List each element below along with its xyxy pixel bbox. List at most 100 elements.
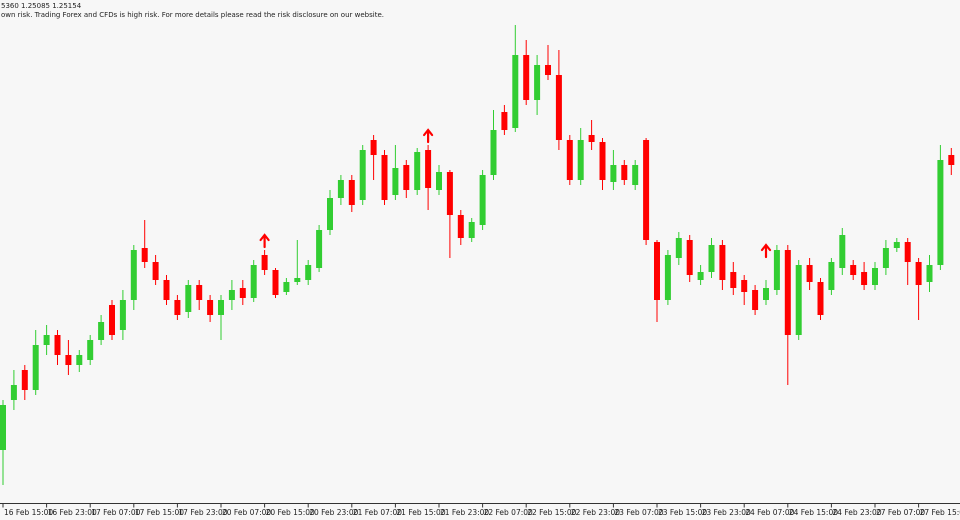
time-label: 16 Feb 23:00 [48,508,97,517]
candle-body [381,155,388,200]
candle-body [926,265,933,282]
time-label: 17 Feb 23:00 [178,508,227,517]
signal-arrow [760,243,772,259]
time-label: 21 Feb 15:00 [396,508,445,517]
candle-body [828,262,835,290]
candle-body [76,355,83,365]
candle-body [566,140,573,180]
candle-body [501,112,508,130]
candle-body [893,242,900,248]
candle-body [348,180,355,205]
candle-body [305,265,312,280]
candle-body [425,150,432,188]
candle-body [152,262,159,280]
candle-body [708,245,715,272]
candle-body [817,282,824,315]
time-label: 21 Feb 23:00 [440,508,489,517]
time-label: 24 Feb 23:00 [832,508,881,517]
candle-body [207,300,214,315]
time-label: 24 Feb 15:00 [789,508,838,517]
candle-body [610,165,617,182]
candle-body [686,240,693,275]
candle-body [534,65,541,100]
candle-body [43,335,50,345]
candle-body [65,355,72,365]
candle-body [457,215,464,238]
candle-body [196,285,203,300]
candle-body [555,75,562,140]
candle-body [697,272,704,280]
candle-body [392,168,399,195]
candle-body [250,265,257,298]
candle-body [948,155,955,165]
candle-body [861,272,868,285]
candle-body [523,55,530,100]
candle-body [719,245,726,280]
candle-body [130,250,137,300]
candle-body [937,160,944,265]
time-label: 23 Feb 23:00 [702,508,751,517]
candle-body [545,65,551,75]
candle-body [163,280,170,300]
candle-body [10,385,17,400]
time-label: 17 Feb 07:00 [91,508,140,517]
candle-body [370,140,377,155]
price-info: 5360 1.25085 1.25154 [1,2,82,10]
candle-body [185,285,192,312]
candle-body [109,305,115,335]
candle-body [730,272,737,288]
candle-body [21,370,28,390]
candle-body [327,198,333,230]
time-label: 27 Feb 07:00 [876,508,925,517]
candle-body [632,165,639,185]
candle-body [773,250,780,290]
candle-body [577,140,584,180]
candle-body [664,255,671,300]
candle-body [174,300,181,315]
candle-body [54,335,61,355]
candle-body [643,140,650,240]
candle-body [915,262,922,285]
candle-body [675,238,682,258]
candle-body [414,152,421,190]
candle-body [446,172,453,215]
candle-body [512,55,519,128]
candle-body [490,130,497,175]
candle-body [479,175,486,225]
candle-body [261,255,268,270]
time-label: 20 Feb 07:00 [222,508,271,517]
candle-body [839,235,846,268]
candle-body [403,165,410,190]
candle-body [239,288,246,298]
candle-body [436,172,442,190]
candle-body [795,265,802,335]
candle-body [741,280,748,292]
candle-body [119,300,126,330]
candle-body [316,230,323,268]
time-label: 16 Feb 15:00 [4,508,53,517]
time-label: 22 Feb 23:00 [571,508,620,517]
risk-disclaimer: own risk. Trading Forex and CFDs is high… [1,11,384,19]
candle-body [882,248,889,268]
candle-body [87,340,94,360]
candle-body [228,290,235,300]
time-label: 21 Feb 07:00 [353,508,402,517]
time-label: 24 Feb 07:00 [745,508,794,517]
time-label: 20 Feb 15:00 [266,508,315,517]
signal-arrow [259,233,270,249]
candle-body [32,345,39,390]
time-label: 23 Feb 07:00 [614,508,663,517]
candle-body [763,288,769,300]
candle-body [654,242,660,300]
candle-body [599,142,606,180]
candle-body [588,135,595,142]
candle-body [141,248,148,262]
candle-body [850,265,857,275]
candle-body [218,300,224,315]
time-label: 22 Feb 07:00 [484,508,533,517]
candle-body [0,405,6,450]
time-label: 27 Feb 15:00 [920,508,960,517]
time-label: 17 Feb 15:00 [135,508,184,517]
